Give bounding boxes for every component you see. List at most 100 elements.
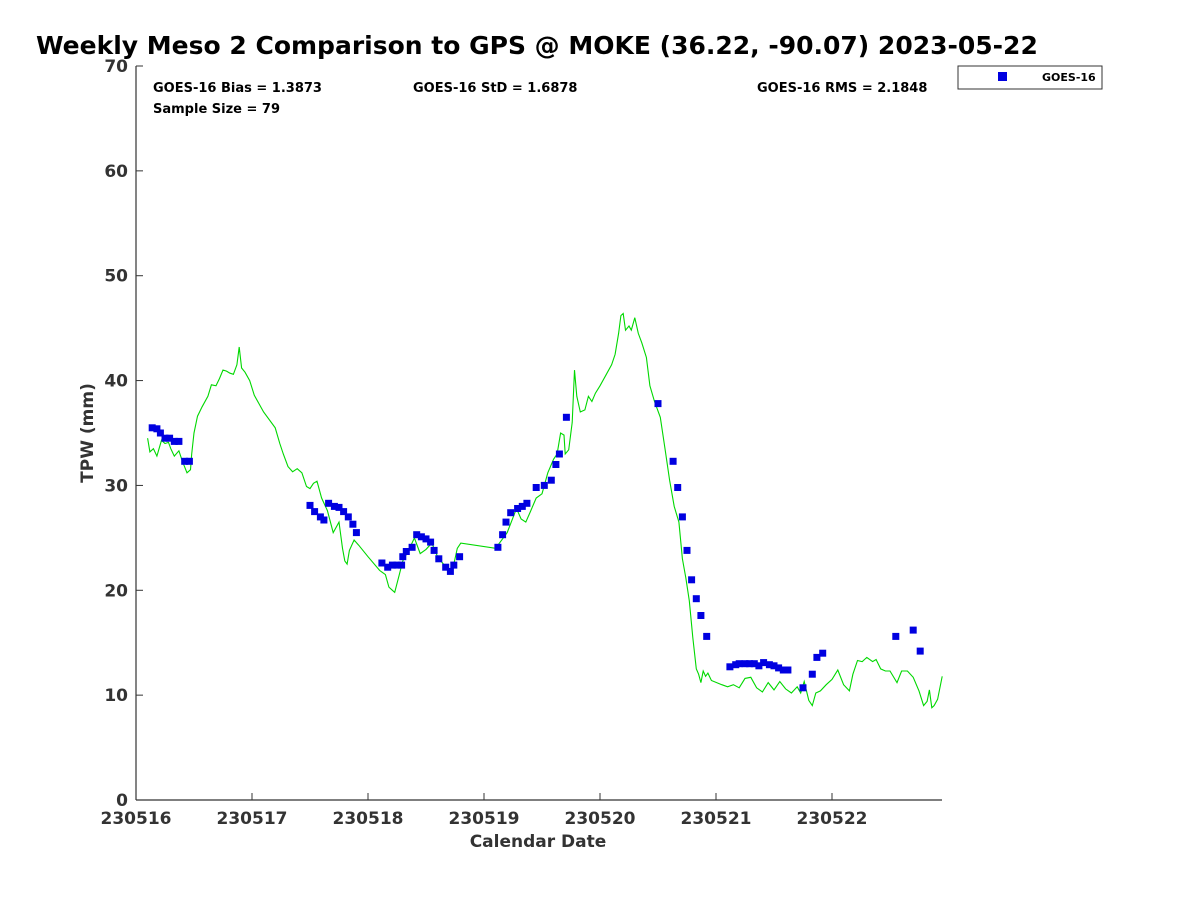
goes-16-point xyxy=(813,653,821,661)
goes-16-point xyxy=(507,509,515,517)
chart-title: Weekly Meso 2 Comparison to GPS @ MOKE (… xyxy=(36,31,1038,60)
goes-16-point xyxy=(808,670,816,678)
goes-16-point xyxy=(683,546,691,554)
goes-16-point xyxy=(399,553,407,561)
y-axis-ticks: 0 10 20 30 40 50 60 70 xyxy=(104,57,143,811)
legend-label-goes-16: GOES-16 xyxy=(1042,71,1096,84)
goes-16-point xyxy=(555,450,563,458)
goes-16-series xyxy=(148,400,924,692)
goes-16-point xyxy=(450,561,458,569)
stat-rms: GOES-16 RMS = 2.1848 xyxy=(757,81,927,96)
goes-16-point xyxy=(562,413,570,421)
goes-16-point xyxy=(156,429,164,437)
goes-16-point xyxy=(388,561,396,569)
goes-16-point xyxy=(384,563,392,571)
goes-16-point xyxy=(532,484,540,491)
goes-16-point xyxy=(161,434,169,442)
goes-16-point xyxy=(456,553,464,561)
goes-16-point xyxy=(393,561,401,569)
goes-16-point xyxy=(352,529,360,537)
goes-16-point xyxy=(697,612,705,619)
stat-bias: GOES-16 Bias = 1.3873 xyxy=(153,81,322,96)
legend: GOES-16 xyxy=(957,65,1103,90)
goes-16-point xyxy=(674,484,682,491)
goes-16-point xyxy=(499,531,507,539)
legend-box xyxy=(957,65,1103,90)
y-tick-label: 0 xyxy=(116,791,128,811)
x-tick-label: 230520 xyxy=(565,809,636,829)
goes-16-point xyxy=(678,513,686,521)
x-tick-label: 230516 xyxy=(101,809,172,829)
stat-std: GOES-16 StD = 1.6878 xyxy=(413,81,577,96)
goes-16-point xyxy=(514,505,522,512)
goes-16-point xyxy=(726,663,734,671)
goes-16-point xyxy=(335,503,343,511)
goes-16-point xyxy=(760,659,768,667)
goes-16-point xyxy=(669,457,677,465)
gps-line xyxy=(147,312,943,709)
goes-16-point xyxy=(552,461,560,468)
goes-16-point xyxy=(170,437,178,445)
goes-16-point xyxy=(765,661,773,669)
goes-16-point xyxy=(340,508,348,516)
goes-16-point xyxy=(311,508,319,516)
goes-16-point xyxy=(750,660,758,668)
goes-16-point xyxy=(325,499,333,507)
goes-16-point xyxy=(306,501,314,509)
legend-marker-goes-16 xyxy=(998,72,1007,81)
goes-16-point xyxy=(408,543,416,551)
goes-16-point xyxy=(175,437,183,445)
x-tick-label: 230518 xyxy=(333,809,404,829)
goes-16-point xyxy=(654,400,662,408)
x-axis-label: Calendar Date xyxy=(470,832,607,852)
x-axis-ticks: 230516 230517 230518 230519 230520 230521 2305… xyxy=(101,793,868,829)
goes-16-point xyxy=(735,660,743,668)
y-tick-label: 60 xyxy=(104,162,128,182)
goes-16-point xyxy=(518,502,526,510)
y-tick-label: 30 xyxy=(104,476,128,496)
goes-16-point xyxy=(692,595,700,603)
goes-16-point xyxy=(770,662,778,670)
goes-16-point xyxy=(398,561,406,569)
goes-16-point xyxy=(378,559,386,567)
goes-16-point xyxy=(320,516,328,524)
goes-16-point xyxy=(430,546,438,554)
stat-sample-size: Sample Size = 79 xyxy=(153,102,280,117)
goes-16-point xyxy=(502,518,510,526)
goes-16-point xyxy=(413,531,421,539)
goes-16-point xyxy=(819,649,827,657)
goes-16-point xyxy=(775,664,783,672)
goes-16-point xyxy=(435,555,443,563)
x-tick-label: 230522 xyxy=(797,809,868,829)
goes-16-point xyxy=(422,535,430,543)
goes-16-point xyxy=(417,533,425,541)
goes-16-point xyxy=(892,632,900,640)
goes-16-point xyxy=(540,481,548,489)
y-tick-label: 40 xyxy=(104,372,128,392)
goes-16-point xyxy=(349,520,357,528)
goes-16-point xyxy=(916,647,924,655)
y-tick-label: 10 xyxy=(104,686,128,706)
goes-16-point xyxy=(153,425,161,433)
goes-16-point xyxy=(427,538,435,546)
goes-16-point xyxy=(446,567,454,575)
goes-16-point xyxy=(784,666,792,674)
goes-16-point xyxy=(688,576,696,584)
goes-16-point xyxy=(909,626,917,634)
goes-16-point xyxy=(523,499,531,507)
gps-series xyxy=(147,312,943,709)
y-tick-label: 20 xyxy=(104,581,128,601)
goes-16-point xyxy=(148,424,156,432)
goes-16-point xyxy=(547,476,555,484)
goes-16-point xyxy=(494,543,502,551)
goes-16-point xyxy=(442,563,450,571)
y-tick-label: 70 xyxy=(104,57,128,77)
goes-16-point xyxy=(741,660,749,668)
goes-16-point xyxy=(779,666,787,674)
goes-16-point xyxy=(755,662,763,670)
x-tick-label: 230519 xyxy=(449,809,520,829)
goes-16-point xyxy=(330,502,338,510)
goes-16-point xyxy=(746,660,754,668)
y-axis-label: TPW (mm) xyxy=(78,383,98,483)
